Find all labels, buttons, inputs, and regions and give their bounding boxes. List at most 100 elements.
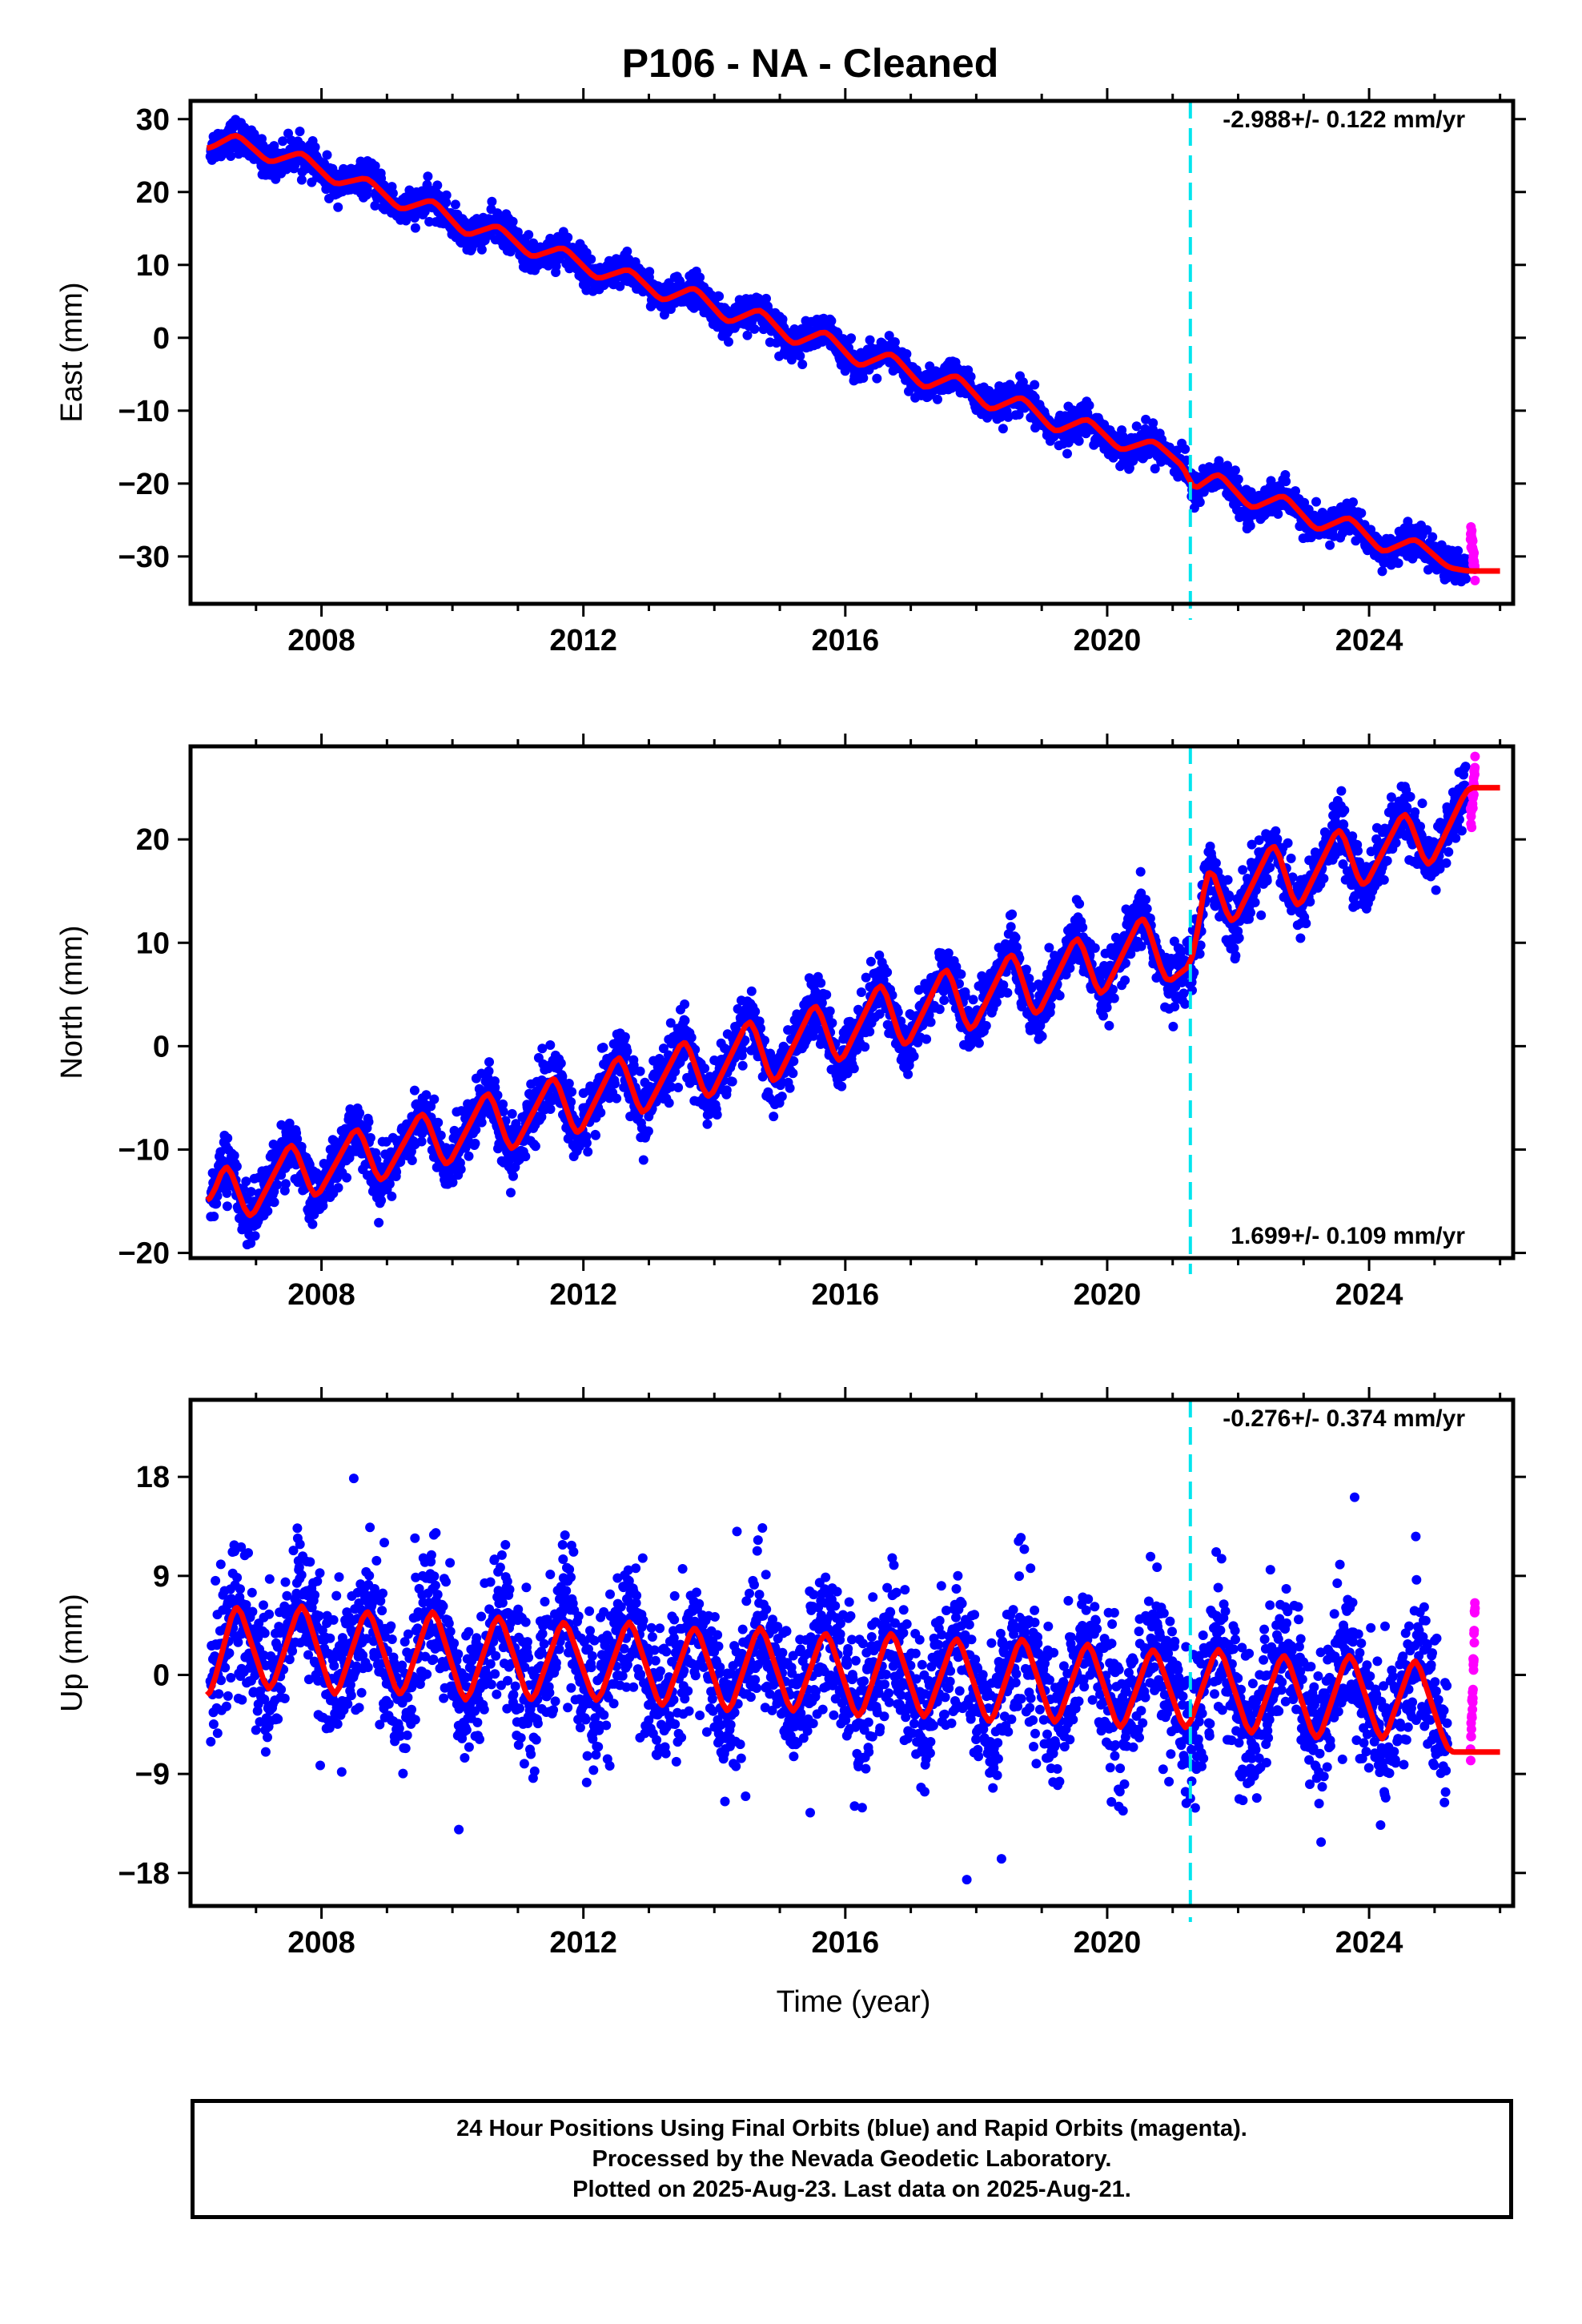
data-point (856, 987, 866, 997)
data-point (295, 127, 305, 137)
series-final-orbits (205, 115, 1472, 587)
data-point (209, 1212, 219, 1221)
data-point (508, 1171, 518, 1181)
data-point (591, 1130, 600, 1140)
data-point (1348, 497, 1358, 508)
data-point (1180, 444, 1191, 454)
data-point (450, 199, 460, 210)
data-point (241, 1176, 251, 1187)
rapid-point (1468, 536, 1478, 546)
data-point (436, 1130, 446, 1140)
data-point (363, 1116, 374, 1127)
data-point (365, 1132, 375, 1143)
data-point (269, 1197, 279, 1208)
data-point (714, 292, 725, 301)
x-tick-label: 2008 (287, 624, 355, 657)
data-point (476, 244, 487, 255)
data-point (333, 1183, 343, 1193)
data-point (476, 1117, 487, 1128)
data-point (1195, 497, 1205, 508)
data-point (246, 1187, 256, 1197)
data-point (387, 188, 398, 199)
data-point (567, 1087, 577, 1097)
data-point (250, 1231, 260, 1241)
data-point (826, 316, 837, 326)
data-point (727, 1076, 737, 1087)
rate-label: -2.988+/- 0.122 mm/yr (1223, 107, 1465, 133)
data-point (1118, 432, 1128, 441)
data-point (638, 1155, 648, 1165)
data-point (858, 373, 869, 383)
data-point (487, 196, 497, 207)
data-point (310, 142, 320, 152)
data-point (777, 1092, 787, 1102)
data-point (441, 190, 452, 200)
data-point (702, 1119, 713, 1129)
data-point (721, 1085, 732, 1096)
rapid-point (1470, 575, 1480, 585)
data-point (530, 1141, 540, 1152)
data-point (1062, 448, 1072, 459)
y-tick-label: 30 (136, 103, 170, 137)
data-point (581, 1138, 592, 1148)
data-point (742, 330, 753, 340)
data-point (484, 1066, 494, 1076)
data-point (507, 1108, 517, 1119)
data-point (1141, 414, 1151, 424)
rapid-point (1469, 548, 1480, 558)
data-point (456, 1164, 466, 1175)
x-tick-label: 2024 (1335, 624, 1403, 657)
data-point (846, 333, 857, 344)
data-point (464, 1151, 474, 1161)
data-point (1453, 545, 1464, 556)
data-point (622, 246, 632, 256)
data-point (355, 1108, 365, 1118)
data-point (409, 1085, 420, 1096)
data-point (612, 1093, 622, 1104)
data-point (1273, 509, 1283, 519)
data-point (545, 1104, 556, 1114)
data-point (524, 230, 534, 240)
data-point (563, 232, 573, 243)
data-point (1311, 497, 1321, 507)
y-tick-label: 10 (136, 249, 170, 283)
data-point (749, 324, 760, 334)
data-point (508, 216, 518, 227)
data-point (1325, 540, 1335, 550)
series-final-orbits (205, 762, 1472, 1250)
data-point (865, 956, 876, 967)
data-point (564, 1079, 574, 1088)
data-point (821, 990, 832, 1000)
data-point (322, 150, 332, 160)
data-point (423, 171, 433, 182)
data-point (797, 360, 808, 369)
data-point (598, 1043, 608, 1052)
data-point (432, 180, 443, 191)
data-point (1084, 400, 1094, 411)
data-point (342, 1172, 351, 1183)
data-point (1131, 421, 1142, 432)
data-point (643, 1126, 653, 1136)
data-point (788, 1068, 798, 1079)
data-point (712, 1110, 722, 1120)
data-point (761, 293, 771, 304)
data-point (586, 254, 596, 264)
data-point (545, 1040, 556, 1050)
data-point (318, 1200, 328, 1211)
data-point (223, 1133, 233, 1144)
plot-area-north (205, 751, 1502, 1250)
data-point (1233, 474, 1243, 485)
x-tick-label: 2012 (549, 624, 617, 657)
data-point (307, 1219, 318, 1229)
y-tick-label: 20 (136, 176, 170, 210)
x-tick-label: 2020 (1074, 624, 1142, 657)
data-point (596, 1108, 606, 1118)
data-point (644, 267, 655, 277)
data-point (849, 1063, 859, 1074)
data-point (484, 1057, 494, 1068)
data-point (407, 1156, 417, 1165)
data-point (556, 1058, 566, 1068)
data-point (737, 1044, 748, 1055)
data-point (998, 424, 1008, 434)
data-point (231, 1161, 242, 1172)
